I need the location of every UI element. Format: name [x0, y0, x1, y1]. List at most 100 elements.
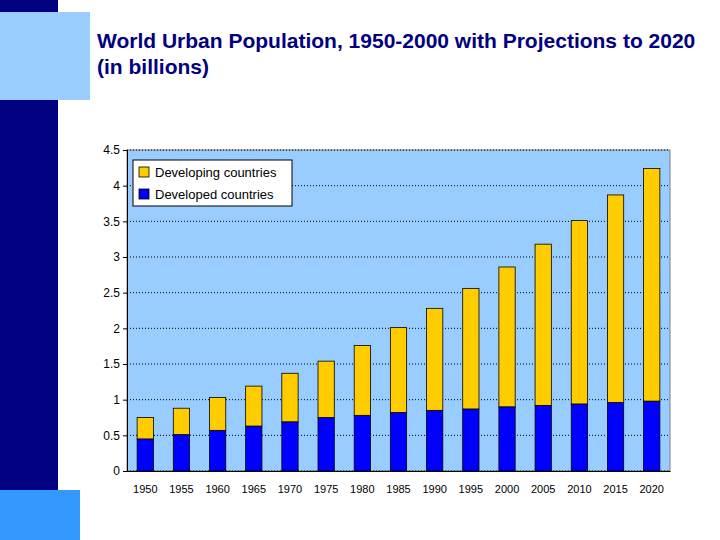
tick: 2.5: [103, 286, 127, 300]
corner-block: [0, 12, 90, 100]
plot-area: [127, 150, 670, 471]
bar: [607, 403, 623, 471]
bar: [246, 426, 262, 471]
grid-line: [127, 221, 670, 222]
tick-label: 2: [113, 322, 120, 336]
tick-mark: [123, 293, 127, 294]
legend-swatch: [139, 167, 149, 177]
tick-label: 3.5: [103, 215, 120, 229]
y-axis: 0 0.5 1 1.5 2 2.5 3 3.5 4 4.5: [103, 143, 127, 478]
tick: 1995: [459, 471, 483, 495]
bars: [137, 169, 660, 471]
tick-label: 2015: [603, 483, 627, 495]
bar: [246, 386, 262, 426]
legend-label: Developing countries: [155, 165, 277, 180]
tick: 1960: [205, 471, 229, 495]
tick-label: 0: [113, 464, 120, 478]
tick-label: 2010: [567, 483, 591, 495]
tick-label: 3: [113, 250, 120, 264]
tick: 1985: [386, 471, 410, 495]
tick-label: 2000: [495, 483, 519, 495]
tick: 0: [113, 464, 127, 478]
tick-label: 1995: [459, 483, 483, 495]
tick: 1975: [314, 471, 338, 495]
tick-mark: [123, 328, 127, 329]
tick: 0.5: [103, 429, 127, 443]
grid-line: [127, 292, 670, 293]
tick-label: 4.5: [103, 143, 120, 157]
tick-label: 1990: [422, 483, 446, 495]
tick-label: 2005: [531, 483, 555, 495]
tick-label: 1975: [314, 483, 338, 495]
tick-label: 4: [113, 179, 120, 193]
bar: [209, 430, 225, 471]
tick: 2005: [531, 471, 555, 495]
bar: [354, 345, 370, 415]
tick-label: 0.5: [103, 429, 120, 443]
bar: [137, 418, 153, 439]
tick-mark: [123, 257, 127, 258]
tick: 3: [113, 250, 127, 264]
bar: [571, 221, 587, 404]
tick-label: 2.5: [103, 286, 120, 300]
bar: [173, 408, 189, 434]
tick: 1990: [422, 471, 446, 495]
tick-mark: [123, 364, 127, 365]
tick-mark: [123, 186, 127, 187]
bar: [571, 404, 587, 471]
corner-block: [0, 490, 80, 540]
axis-line: [123, 151, 128, 472]
bar: [318, 418, 334, 472]
tick: 2000: [495, 471, 519, 495]
bar: [390, 413, 406, 471]
chart-title: World Urban Population, 1950-2000 with P…: [97, 29, 695, 78]
bar: [463, 409, 479, 471]
tick-mark: [123, 150, 127, 151]
grid: [127, 150, 670, 471]
tick-label: 1.5: [103, 357, 120, 371]
x-axis: 1950 1955 1960 1965 1970 1975 1980 1985 1990 1995…: [128, 471, 671, 495]
tick: 1970: [278, 471, 302, 495]
tick: 1: [113, 393, 127, 407]
tick: 1.5: [103, 357, 127, 371]
tick-label: 1: [113, 393, 120, 407]
bar: [607, 195, 623, 403]
grid-line: [127, 257, 670, 258]
bar: [535, 405, 551, 471]
bar: [644, 169, 660, 402]
bar: [463, 288, 479, 409]
legend-label: Developed countries: [155, 187, 274, 202]
bar: [644, 401, 660, 471]
tick: 1955: [169, 471, 193, 495]
bar: [137, 439, 153, 471]
legend: Developing countries Developed countries: [133, 160, 292, 206]
bar: [354, 415, 370, 471]
bar: [318, 361, 334, 417]
bar: [427, 410, 443, 471]
tick: 1950: [133, 471, 157, 495]
bar: [390, 328, 406, 413]
tick: 2020: [639, 471, 663, 495]
tick-label: 1980: [350, 483, 374, 495]
tick-label: 1960: [205, 483, 229, 495]
tick: 2010: [567, 471, 591, 495]
bar: [427, 308, 443, 410]
tick: 4.5: [103, 143, 127, 157]
tick: 1980: [350, 471, 374, 495]
bar: [535, 244, 551, 405]
tick-label: 1965: [242, 483, 266, 495]
legend-swatch: [139, 189, 149, 199]
bar: [282, 373, 298, 422]
tick: 2015: [603, 471, 627, 495]
tick: 4: [113, 179, 127, 193]
tick: 1965: [242, 471, 266, 495]
tick: 3.5: [103, 215, 127, 229]
bar: [209, 398, 225, 431]
tick-label: 1950: [133, 483, 157, 495]
bar: [499, 407, 515, 471]
axis-line: [128, 471, 671, 472]
bar: [282, 422, 298, 471]
tick-mark: [123, 471, 127, 472]
grid-line: [127, 150, 670, 151]
tick-mark: [123, 221, 127, 222]
